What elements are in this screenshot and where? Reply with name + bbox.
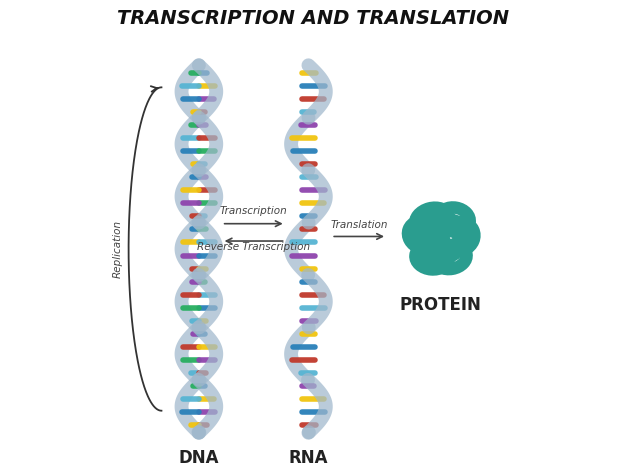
Text: Transcription: Transcription: [220, 206, 287, 216]
Text: Reverse Transcription: Reverse Transcription: [197, 243, 310, 252]
Text: TRANSCRIPTION AND TRANSLATION: TRANSCRIPTION AND TRANSLATION: [117, 9, 509, 28]
Text: Replication: Replication: [113, 220, 123, 278]
Text: PROTEIN: PROTEIN: [400, 296, 482, 314]
Text: DNA: DNA: [178, 449, 219, 467]
Text: Translation: Translation: [331, 219, 388, 230]
Text: RNA: RNA: [289, 449, 328, 467]
